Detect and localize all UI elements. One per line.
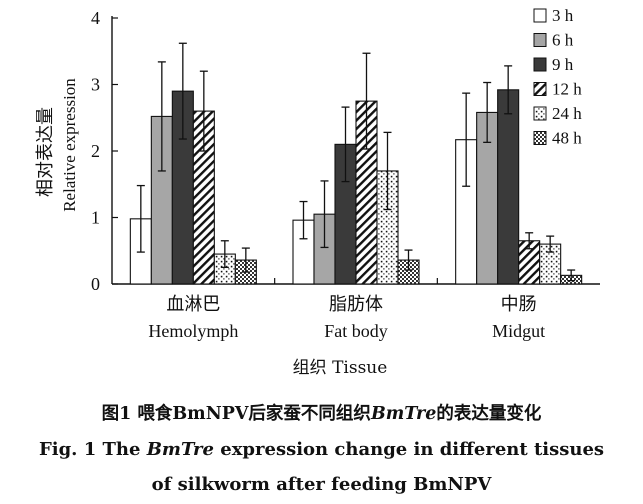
caption-zh-suffix: 的表达量变化 — [436, 404, 542, 424]
axes: 0 1 2 3 4 血淋巴 Hemolymph 脂肪体 Fat body 中肠 Midgut — [91, 8, 600, 341]
caption-en-line1: Fig. 1 The BmTre expression change in di… — [0, 439, 643, 460]
x-category-label-en: Fat body — [324, 321, 388, 341]
legend-swatch — [533, 106, 547, 121]
x-category-label-zh: 血淋巴 — [166, 294, 220, 315]
y-axis-title-zh: 相对表达量 — [35, 107, 56, 197]
legend-label: 24 h — [552, 104, 582, 123]
caption-en-suffix: expression change in different tissues — [213, 439, 605, 460]
legend-swatch — [533, 82, 547, 96]
caption-en-gene: BmTre — [146, 439, 214, 460]
bar-chart: 0 1 2 3 4 血淋巴 Hemolymph 脂肪体 Fat body 中肠 Midgut 3 h… — [35, 6, 600, 378]
legend-label: 48 h — [552, 129, 582, 148]
y-axis-title-en: Relative expression — [60, 78, 79, 212]
bars — [129, 42, 583, 285]
caption-en-line2: of silkworm after feeding BmNPV — [151, 474, 492, 495]
caption-zh-prefix: 图1 喂食BmNPV后家蚕不同组织 — [101, 404, 371, 424]
x-category-label-en: Hemolymph — [148, 321, 238, 341]
y-tick-label: 4 — [91, 8, 100, 28]
legend-label: 9 h — [552, 55, 574, 74]
caption-zh-gene: BmTre — [370, 404, 437, 424]
bar — [497, 89, 520, 285]
caption-en-prefix: Fig. 1 The — [38, 439, 147, 460]
x-axis-title: 组织 Tissue — [293, 358, 388, 378]
legend-label: 6 h — [552, 31, 574, 50]
x-category-label-zh: 中肠 — [501, 294, 537, 315]
y-tick-label: 2 — [91, 141, 100, 161]
legend-swatch — [533, 33, 547, 47]
y-tick-label: 3 — [91, 75, 100, 95]
caption-zh: 图1 喂食BmNPV后家蚕不同组织BmTre的表达量变化 — [0, 400, 643, 425]
x-category-label-en: Midgut — [492, 321, 545, 341]
legend-swatch — [533, 131, 547, 145]
x-category-label-zh: 脂肪体 — [329, 294, 383, 315]
legend-swatch — [533, 8, 547, 23]
y-tick-label: 1 — [91, 208, 100, 228]
legend-label: 3 h — [552, 6, 574, 25]
y-tick-label: 0 — [91, 274, 100, 294]
legend-swatch — [533, 57, 547, 72]
legend-label: 12 h — [552, 80, 582, 99]
legend: 3 h 6 h 9 h 12 h 24 h 48 h — [533, 6, 582, 148]
